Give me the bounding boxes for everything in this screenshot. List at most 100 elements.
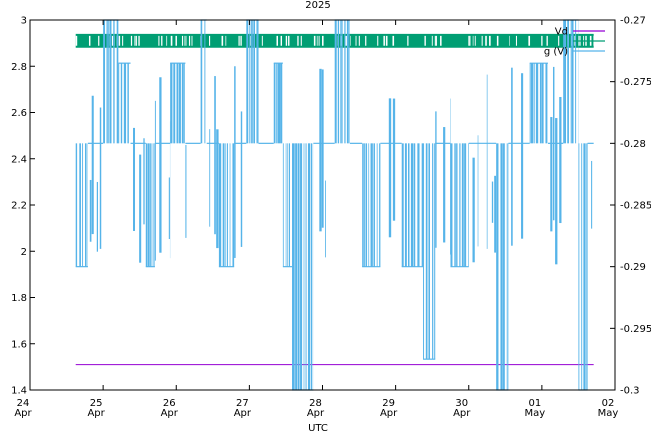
series-green-gap	[316, 35, 318, 46]
series-g-v-toggle	[583, 143, 586, 390]
x-tick-label-month: Apr	[380, 408, 398, 419]
series-g-v-toggle	[185, 144, 187, 238]
series-g-v-toggle	[159, 77, 162, 253]
x-tick-label-day: 25	[90, 398, 103, 409]
series-g-v-toggle	[575, 20, 577, 144]
series-g-v-toggle	[103, 20, 106, 144]
series-green-gap	[130, 35, 133, 46]
series-green-gap	[135, 35, 137, 46]
series-g-v-toggle	[303, 143, 305, 390]
series-g-v-toggle	[443, 127, 446, 243]
series-g-v-toggle	[341, 20, 343, 144]
series-green-gap	[288, 35, 290, 46]
series-g-v-toggle	[143, 138, 145, 225]
series-green-gap	[468, 35, 470, 46]
x-tick-label-month: Apr	[14, 408, 32, 419]
series-green-gap	[300, 35, 302, 46]
series-g-v-toggle	[423, 143, 425, 360]
y-left-tick-label: 3	[21, 16, 27, 27]
x-tick-label-month: May	[525, 408, 546, 419]
series-g-v-toggle	[116, 20, 119, 144]
series-green-gap	[481, 35, 483, 46]
series-g-v-toggle	[392, 98, 396, 221]
series-g-v-toggle	[559, 96, 562, 224]
series-g-v-toggle	[511, 67, 513, 246]
series-green-gap	[118, 35, 121, 46]
series-g-v-toggle	[373, 143, 375, 267]
x-tick-label-month: Apr	[87, 408, 105, 419]
series-g-v-toggle	[376, 143, 378, 267]
series-g-v-toggle	[107, 20, 109, 144]
series-green-gap	[469, 35, 471, 46]
x-axis-label: UTC	[308, 423, 328, 432]
series-green-gap	[285, 35, 288, 46]
series-green-gap	[175, 35, 177, 46]
y-right-tick-label: -0.3	[620, 386, 640, 397]
series-g-v-toggle	[346, 20, 349, 144]
series-g-v-toggle	[541, 63, 544, 144]
series-g-v-toggle	[183, 63, 185, 144]
series-g-v-toggle	[277, 63, 281, 144]
series-g-v-toggle	[204, 20, 206, 144]
series-g-v-toggle	[552, 66, 555, 221]
series-g-v-toggle	[168, 177, 170, 240]
x-tick-label-day: 30	[455, 398, 468, 409]
series-green-gap	[225, 35, 227, 46]
series-green-gap	[98, 35, 100, 46]
series-g-v-toggle	[246, 20, 249, 144]
series-g-v-toggle	[151, 143, 153, 267]
x-tick-label-day: 24	[17, 398, 30, 409]
series-green-gap	[358, 35, 360, 46]
series-green-gap	[485, 35, 487, 46]
series-green-gap	[365, 35, 367, 46]
y-left-tick-label: 2.4	[11, 154, 27, 165]
x-tick-label-month: Apr	[453, 408, 471, 419]
series-green-gap	[111, 35, 114, 46]
series-g-v-toggle	[362, 143, 363, 267]
series-g-v-toggle	[503, 143, 505, 390]
series-green-gap	[240, 35, 242, 46]
series-g-v-toggle	[496, 143, 499, 390]
series-green-gap	[392, 35, 395, 46]
series-g-v-toggle	[428, 143, 430, 360]
series-green-gap	[434, 35, 436, 46]
series-green-gap	[313, 35, 316, 46]
y-right-tick-label: -0.275	[620, 77, 651, 88]
series-g-v-toggle	[75, 143, 78, 267]
series-green-gap	[350, 35, 351, 46]
series-g-v-toggle	[348, 20, 350, 144]
series-g-v-toggle	[435, 111, 437, 248]
series-green-gap	[385, 35, 388, 46]
series-g-v-toggle	[96, 181, 99, 252]
x-tick-label-day: 27	[236, 398, 249, 409]
series-g-v-toggle	[214, 76, 216, 235]
series-g-v-toggle	[178, 63, 181, 144]
series-g-v-toggle	[545, 63, 548, 144]
series-g-v-toggle	[450, 143, 453, 267]
series-g-v-toggle	[365, 143, 368, 267]
series-g-v-toggle	[287, 143, 288, 267]
series-g-v-toggle	[200, 20, 203, 144]
series-g-v-toggle	[571, 20, 574, 144]
series-g-v-toggle	[285, 143, 287, 267]
y-left-tick-label: 2.6	[11, 108, 27, 119]
x-tick-label-month: May	[598, 408, 619, 419]
series-g-v-toggle	[321, 69, 324, 228]
legend: Vd g (V)	[544, 27, 605, 58]
series-green-gap	[383, 35, 385, 46]
series-green-gap	[185, 35, 187, 46]
series-green-gap	[407, 35, 409, 46]
series-green-gap	[158, 35, 160, 46]
series-green-gap	[75, 35, 78, 46]
series-g-v-toggle	[257, 20, 259, 144]
series-g-v-toggle	[533, 63, 535, 144]
series-g-v-toggle	[370, 143, 373, 267]
series-g-v-toggle	[486, 74, 488, 249]
series-g-v-toggle	[563, 20, 565, 144]
series-g-v-toggle	[176, 63, 179, 144]
series-g-v-toggle	[106, 20, 108, 144]
series-green-gap	[166, 35, 168, 46]
series-g-v-toggle	[325, 180, 326, 258]
series-green-gap	[528, 35, 531, 46]
series-g-v-toggle	[297, 143, 300, 390]
